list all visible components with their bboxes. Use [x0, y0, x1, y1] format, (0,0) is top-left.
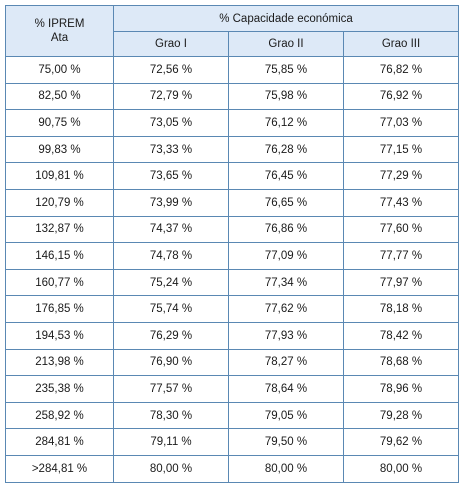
iprem-cell: 75,00 % [5, 56, 114, 84]
iprem-cell: 284,81 % [5, 428, 114, 456]
table-row: 194,53 % 76,29 % 77,93 % 78,42 % [5, 321, 460, 350]
iprem-cell: 213,98 % [5, 348, 114, 377]
table-row: 284,81 % 79,11 % 79,50 % 79,62 % [5, 428, 460, 456]
iprem-header-line1: % IPREM [34, 18, 85, 30]
grade-1-cell: 74,37 % [113, 215, 229, 244]
table-row: 235,38 % 77,57 % 78,64 % 78,96 % [5, 375, 460, 403]
grade-1-cell: 78,30 % [113, 401, 229, 430]
table-row: 99,83 % 73,33 % 76,28 % 77,15 % [5, 135, 460, 164]
grade-1-header: Grao I [113, 31, 229, 57]
grade-1-cell: 72,56 % [113, 56, 229, 84]
table-body: 75,00 % 72,56 % 75,85 % 76,82 % 82,50 % 72,79… [5, 56, 460, 483]
grade-1-cell: 73,65 % [113, 162, 229, 190]
iprem-header-line2: Ata [50, 32, 69, 44]
table-row: 75,00 % 72,56 % 75,85 % 76,82 % [5, 56, 460, 84]
iprem-cell: 194,53 % [5, 321, 114, 350]
iprem-cell: 120,79 % [5, 188, 114, 217]
table-row: 132,87 % 74,37 % 76,86 % 77,60 % [5, 215, 460, 244]
iprem-cell: 82,50 % [5, 82, 114, 111]
table-row: 146,15 % 74,78 % 77,09 % 77,77 % [5, 242, 460, 270]
grade-1-cell: 73,99 % [113, 188, 229, 217]
grade-1-cell: 75,24 % [113, 268, 229, 297]
grade-3-cell: 77,29 % [342, 162, 460, 190]
capacity-table: % IPREM Ata % Capacidade económica Grao … [5, 5, 460, 483]
table-row: >284,81 % 80,00 % 80,00 % 80,00 % [5, 454, 460, 483]
grade-1-cell: 72,79 % [113, 82, 229, 111]
grade-1-cell: 76,90 % [113, 348, 229, 377]
table-row: 160,77 % 75,24 % 77,34 % 77,97 % [5, 268, 460, 297]
grade-3-cell: 77,15 % [342, 135, 460, 164]
table-row: 120,79 % 73,99 % 76,65 % 77,43 % [5, 188, 460, 217]
grade-3-cell: 77,97 % [342, 268, 460, 297]
grade-2-cell: 76,45 % [228, 162, 344, 190]
grade-3-cell: 79,28 % [342, 401, 460, 430]
grade-1-cell: 75,74 % [113, 295, 229, 323]
iprem-cell: 146,15 % [5, 242, 114, 270]
grade-2-cell: 78,27 % [228, 348, 344, 377]
table-row: 258,92 % 78,30 % 79,05 % 79,28 % [5, 401, 460, 430]
grade-2-cell: 77,62 % [228, 295, 344, 323]
grade-2-cell: 77,93 % [228, 321, 344, 350]
grade-1-cell: 79,11 % [113, 428, 229, 456]
capacity-group-header: % Capacidade económica [112, 5, 460, 32]
grade-2-header: Grao II [228, 31, 344, 57]
grade-3-cell: 78,42 % [342, 321, 460, 350]
table-row: 109,81 % 73,65 % 76,45 % 77,29 % [5, 162, 460, 190]
grade-2-cell: 75,85 % [228, 56, 344, 84]
table-row: 213,98 % 76,90 % 78,27 % 78,68 % [5, 348, 460, 377]
iprem-cell: 258,92 % [5, 401, 114, 430]
iprem-cell: >284,81 % [5, 454, 114, 483]
iprem-header: % IPREM Ata [5, 5, 114, 57]
iprem-cell: 99,83 % [5, 135, 114, 164]
grade-3-cell: 76,92 % [342, 82, 460, 111]
grade-3-cell: 78,18 % [342, 295, 460, 323]
iprem-cell: 160,77 % [5, 268, 114, 297]
iprem-cell: 109,81 % [5, 162, 114, 190]
grade-3-cell: 77,60 % [342, 215, 460, 244]
grade-2-cell: 75,98 % [228, 82, 344, 111]
grade-2-cell: 76,65 % [228, 188, 344, 217]
iprem-cell: 90,75 % [5, 109, 114, 137]
grade-3-cell: 78,96 % [342, 375, 460, 403]
grade-3-header: Grao III [342, 31, 460, 57]
grade-1-cell: 77,57 % [113, 375, 229, 403]
grade-3-cell: 80,00 % [342, 454, 460, 483]
table-row: 90,75 % 73,05 % 76,12 % 77,03 % [5, 109, 460, 137]
grade-2-cell: 76,12 % [228, 109, 344, 137]
grade-2-cell: 78,64 % [228, 375, 344, 403]
iprem-cell: 132,87 % [5, 215, 114, 244]
grade-2-cell: 79,05 % [228, 401, 344, 430]
grade-2-cell: 77,09 % [228, 242, 344, 270]
grade-1-cell: 76,29 % [113, 321, 229, 350]
grade-3-cell: 77,77 % [342, 242, 460, 270]
table-container: % IPREM Ata % Capacidade económica Grao … [5, 5, 460, 483]
grade-2-cell: 76,28 % [228, 135, 344, 164]
grade-2-cell: 80,00 % [228, 454, 344, 483]
grade-3-cell: 76,82 % [342, 56, 460, 84]
iprem-cell: 176,85 % [5, 295, 114, 323]
grade-3-cell: 77,43 % [342, 188, 460, 217]
grade-2-cell: 77,34 % [228, 268, 344, 297]
grade-3-cell: 79,62 % [342, 428, 460, 456]
grade-3-cell: 78,68 % [342, 348, 460, 377]
grade-1-cell: 73,33 % [113, 135, 229, 164]
grade-1-cell: 73,05 % [113, 109, 229, 137]
grade-2-cell: 76,86 % [228, 215, 344, 244]
grade-1-cell: 80,00 % [113, 454, 229, 483]
table-header: % IPREM Ata % Capacidade económica Grao … [5, 5, 460, 57]
grade-3-cell: 77,03 % [342, 109, 460, 137]
grade-1-cell: 74,78 % [113, 242, 229, 270]
grade-2-cell: 79,50 % [228, 428, 344, 456]
iprem-cell: 235,38 % [5, 375, 114, 403]
table-row: 82,50 % 72,79 % 75,98 % 76,92 % [5, 82, 460, 111]
table-row: 176,85 % 75,74 % 77,62 % 78,18 % [5, 295, 460, 323]
